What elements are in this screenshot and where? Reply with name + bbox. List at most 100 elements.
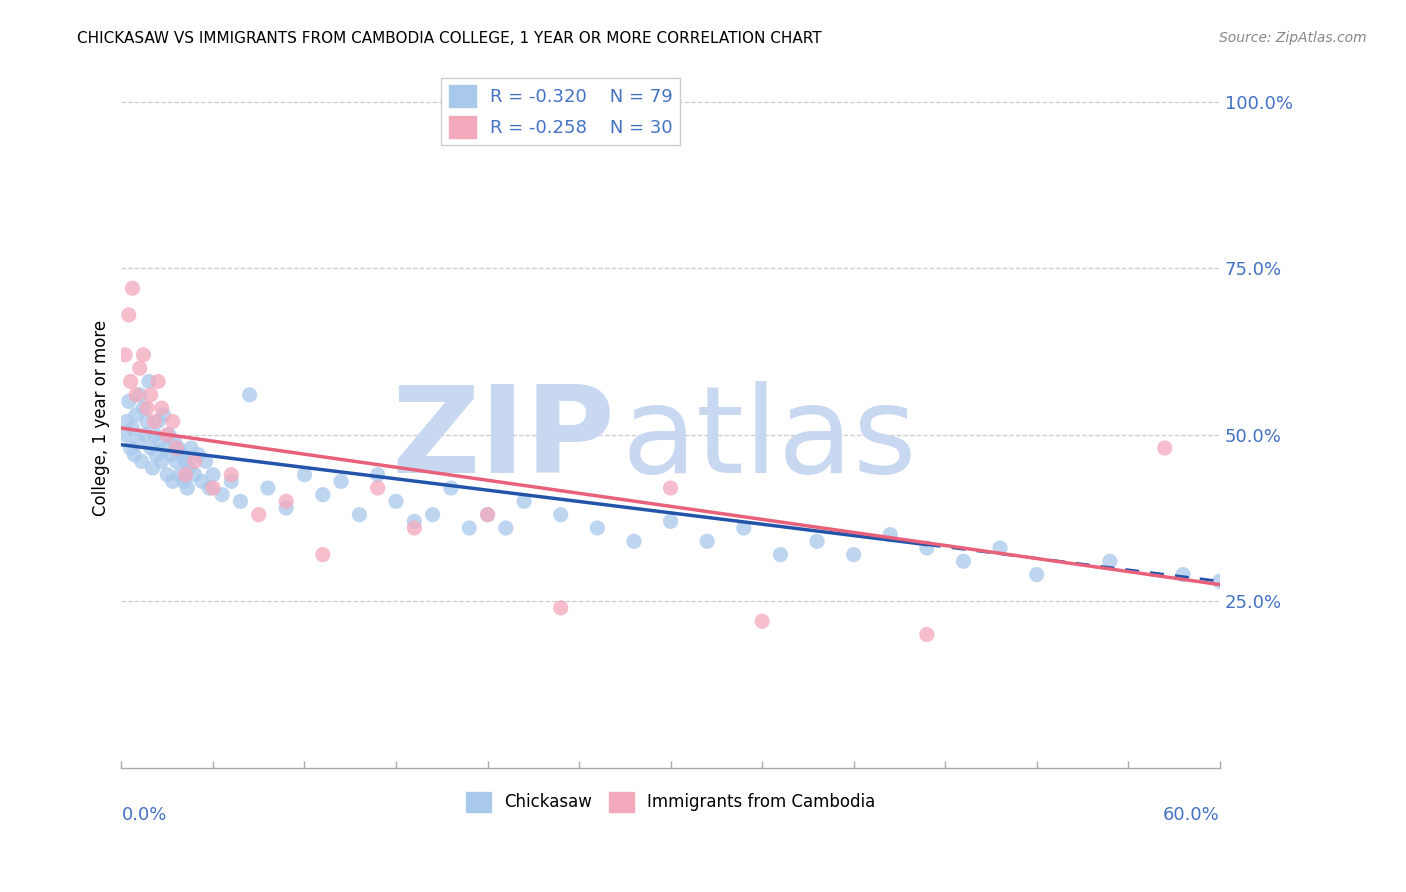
Point (136, 414, 159, 428)
Point (276, 501, 298, 516)
Point (769, 548, 792, 562)
Point (150, 401, 173, 416)
Point (586, 521, 609, 535)
Point (125, 408, 148, 422)
Point (349, 508, 371, 522)
Point (176, 481, 198, 495)
Point (422, 508, 444, 522)
Point (121, 281, 143, 295)
Point (367, 481, 389, 495)
Point (194, 454, 217, 468)
Point (122, 448, 145, 462)
Point (1153, 441, 1175, 455)
Point (145, 448, 167, 462)
Point (623, 534, 645, 549)
Point (201, 481, 224, 495)
Point (179, 461, 201, 475)
Point (191, 475, 214, 489)
Text: 0.0%: 0.0% (121, 806, 167, 824)
Point (170, 448, 193, 462)
Point (751, 614, 773, 628)
Point (1171, 567, 1194, 582)
Point (733, 521, 755, 535)
Point (165, 454, 187, 468)
Point (132, 401, 155, 416)
Point (169, 467, 191, 482)
Point (312, 548, 335, 562)
Point (167, 441, 190, 455)
Point (211, 488, 233, 502)
Point (659, 481, 682, 495)
Point (173, 475, 195, 489)
Point (201, 467, 224, 482)
Point (155, 441, 177, 455)
Point (128, 388, 150, 402)
Point (229, 494, 252, 508)
Point (330, 475, 353, 489)
Point (121, 421, 143, 435)
Point (163, 434, 186, 449)
Point (157, 427, 180, 442)
Point (1209, 574, 1232, 589)
Text: CHICKASAW VS IMMIGRANTS FROM CAMBODIA COLLEGE, 1 YEAR OR MORE CORRELATION CHART: CHICKASAW VS IMMIGRANTS FROM CAMBODIA CO… (77, 31, 823, 46)
Legend: Chickasaw, Immigrants from Cambodia: Chickasaw, Immigrants from Cambodia (460, 785, 882, 819)
Point (952, 554, 974, 568)
Point (139, 441, 162, 455)
Point (165, 441, 187, 455)
Point (367, 467, 389, 482)
Point (174, 454, 197, 468)
Point (134, 427, 156, 442)
Point (404, 521, 426, 535)
Point (146, 414, 169, 428)
Point (115, 414, 138, 428)
Point (143, 427, 166, 442)
Point (257, 481, 280, 495)
Point (1098, 554, 1121, 568)
Point (118, 308, 141, 322)
Point (127, 434, 149, 449)
Point (162, 414, 184, 428)
Point (174, 467, 197, 482)
Point (550, 600, 572, 615)
Point (132, 348, 155, 362)
Point (1025, 567, 1047, 582)
Point (162, 475, 184, 489)
Text: 60.0%: 60.0% (1163, 806, 1220, 824)
Text: atlas: atlas (621, 381, 917, 498)
Point (150, 454, 173, 468)
Point (120, 441, 142, 455)
Point (125, 388, 148, 402)
Point (219, 467, 242, 482)
Point (458, 521, 481, 535)
Point (183, 467, 205, 482)
Point (187, 448, 209, 462)
Point (440, 481, 463, 495)
Point (160, 448, 183, 462)
Point (136, 401, 159, 416)
Text: ZIP: ZIP (392, 381, 616, 498)
Point (239, 388, 262, 402)
Y-axis label: College, 1 year or more: College, 1 year or more (93, 320, 110, 516)
Point (146, 375, 169, 389)
Point (138, 375, 160, 389)
Point (404, 514, 426, 528)
Point (128, 361, 150, 376)
Point (183, 454, 205, 468)
Point (149, 434, 172, 449)
Point (156, 467, 179, 482)
Point (696, 534, 718, 549)
Point (219, 475, 242, 489)
Point (294, 467, 316, 482)
Point (139, 388, 162, 402)
Point (114, 427, 136, 442)
Point (142, 461, 165, 475)
Point (915, 541, 938, 555)
Point (118, 394, 141, 409)
Point (120, 375, 142, 389)
Point (988, 541, 1011, 555)
Point (156, 427, 179, 442)
Point (312, 488, 335, 502)
Point (477, 508, 499, 522)
Point (915, 627, 938, 641)
Point (143, 414, 166, 428)
